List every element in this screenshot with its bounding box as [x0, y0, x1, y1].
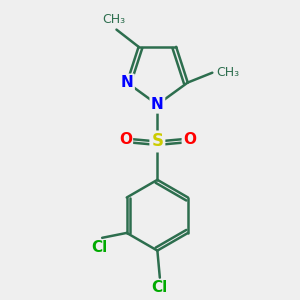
- Text: CH₃: CH₃: [103, 13, 126, 26]
- Text: Cl: Cl: [152, 280, 168, 295]
- Text: N: N: [121, 75, 134, 90]
- Text: O: O: [119, 131, 132, 146]
- Text: S: S: [152, 133, 164, 151]
- Text: N: N: [151, 97, 164, 112]
- Text: O: O: [183, 131, 196, 146]
- Text: CH₃: CH₃: [216, 66, 239, 79]
- Text: Cl: Cl: [92, 240, 108, 255]
